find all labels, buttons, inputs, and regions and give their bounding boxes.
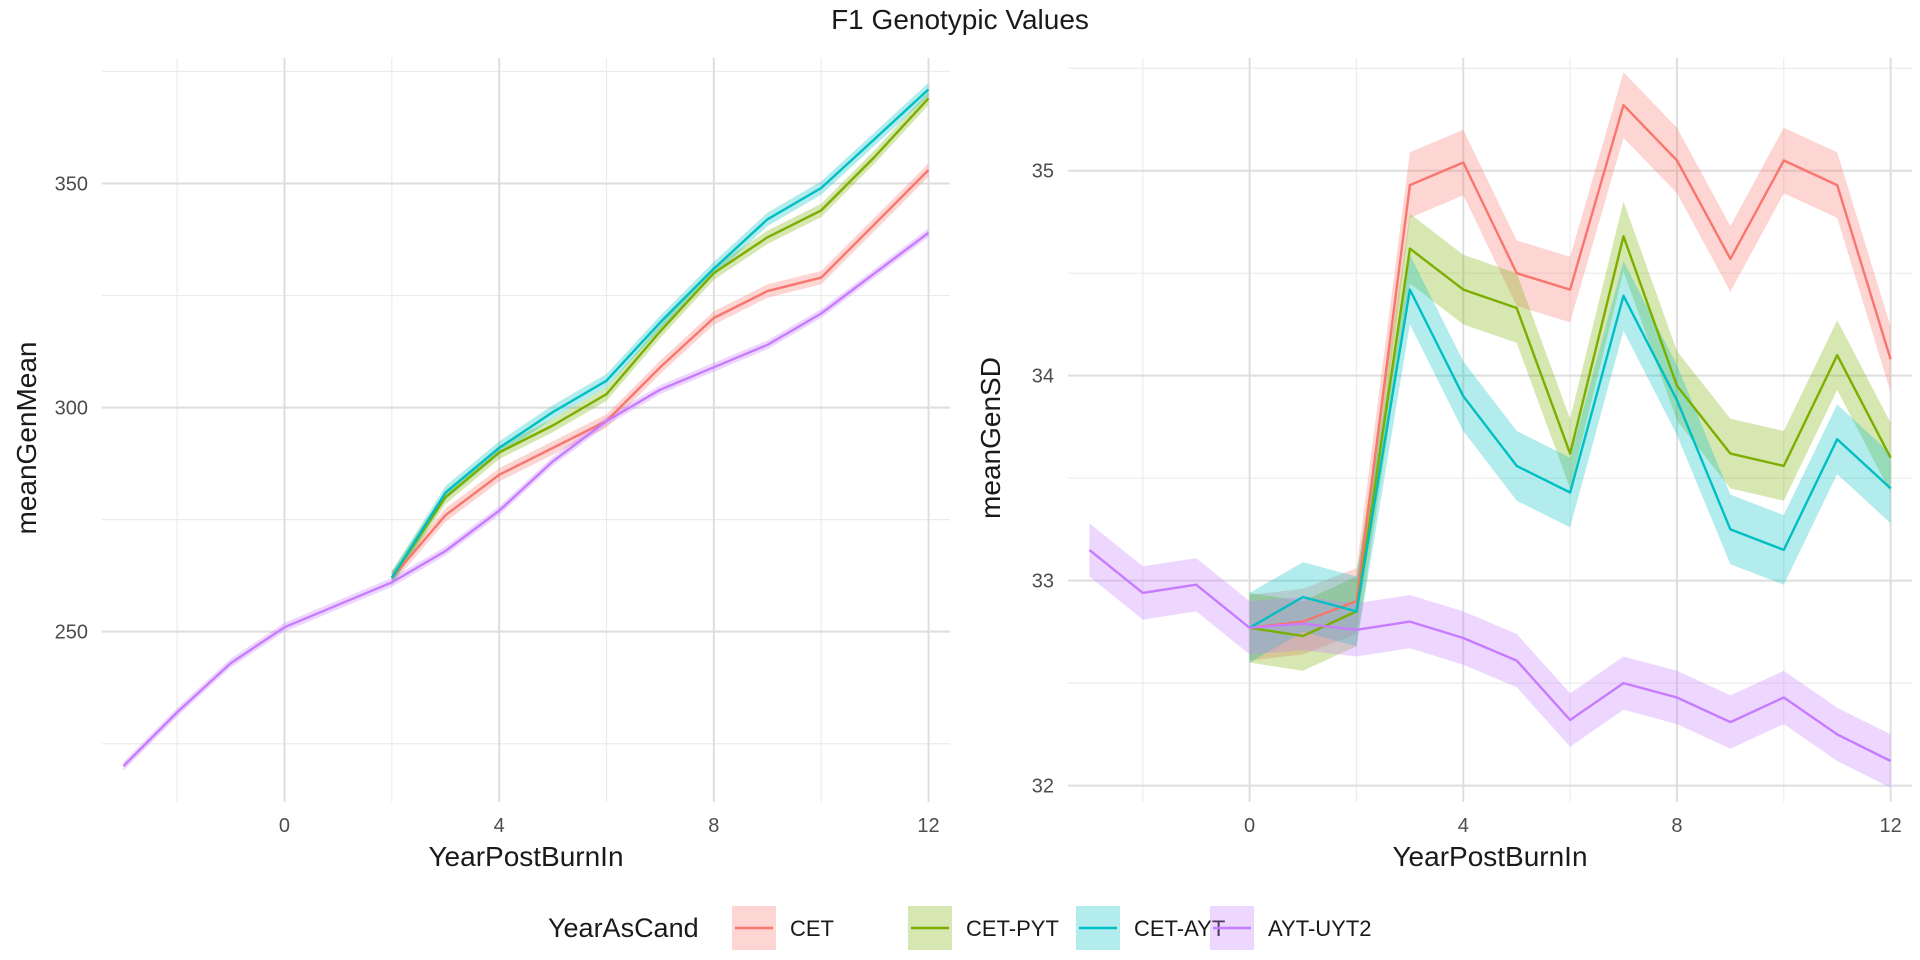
chart-title: F1 Genotypic Values [831, 4, 1089, 35]
x-axis-title: YearPostBurnIn [1392, 841, 1587, 872]
y-tick-label: 34 [1032, 366, 1054, 388]
series-line-cet-pyt [390, 97, 930, 579]
y-tick-label: 33 [1032, 571, 1054, 593]
series-line-cet [1249, 103, 1892, 629]
series-line-cet [390, 169, 930, 579]
x-tick-label: 8 [708, 815, 719, 837]
ribbon-cet-ayt [391, 82, 929, 585]
x-tick-label: 0 [279, 815, 290, 837]
x-tick-label: 4 [494, 815, 505, 837]
x-tick-label: 4 [1458, 815, 1469, 837]
x-tick-label: 12 [917, 815, 939, 837]
legend-title: YearAsCand [548, 913, 699, 943]
ribbon-cet-ayt [1249, 254, 1891, 663]
series-line-cet-ayt [1249, 288, 1892, 629]
ribbon-cet [391, 163, 929, 585]
x-tick-label: 0 [1244, 815, 1255, 837]
legend-label-ayt-uyt2: AYT-UYT2 [1268, 916, 1372, 941]
series-line-cet-ayt [390, 88, 930, 579]
x-tick-label: 8 [1671, 815, 1682, 837]
legend-label-cet: CET [790, 916, 834, 941]
y-tick-label: 32 [1032, 776, 1054, 798]
x-axis-title: YearPostBurnIn [428, 841, 623, 872]
y-tick-label: 300 [55, 398, 88, 420]
ribbon-ayt-uyt2 [123, 228, 929, 771]
ribbon-ayt-uyt2 [1089, 523, 1891, 788]
y-axis-title: meanGenMean [11, 341, 42, 534]
legend: YearAsCand CET CET-PYT CET-AYT AYT-UYT2 [548, 906, 1372, 950]
series-line-ayt-uyt2 [1088, 548, 1892, 763]
panel-left-mean: 0 4 8 12 250 300 350 YearPostBurnIn meanGenMean [11, 58, 950, 872]
legend-label-cet-pyt: CET-PYT [966, 916, 1059, 941]
panel-right-sd: 0 4 8 12 32 33 34 35 YearPostBurnIn meanGenSD [975, 58, 1912, 872]
legend-label-cet-ayt: CET-AYT [1134, 916, 1225, 941]
ribbon-cet [1249, 72, 1891, 661]
series-line-ayt-uyt2 [122, 231, 930, 767]
y-tick-label: 350 [55, 173, 88, 195]
ribbon-cet-pyt [391, 91, 929, 585]
y-tick-label: 250 [55, 622, 88, 644]
x-tick-label: 12 [1880, 815, 1902, 837]
ribbon-cet-pyt [1249, 201, 1891, 671]
y-axis-title: meanGenSD [975, 357, 1006, 519]
y-tick-label: 35 [1032, 161, 1054, 183]
